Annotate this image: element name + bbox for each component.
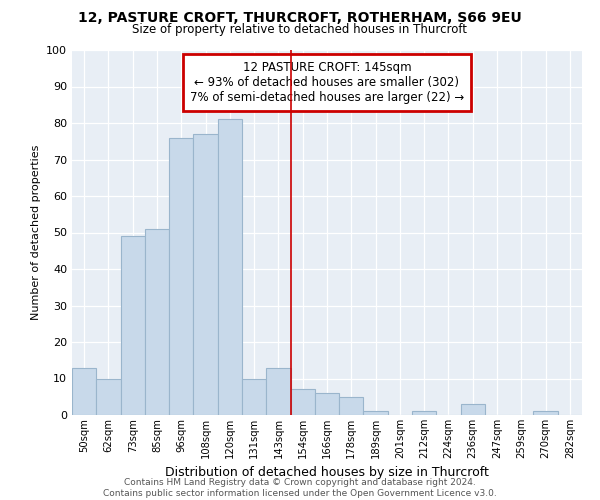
Bar: [121, 236, 145, 415]
Bar: [242, 378, 266, 415]
Text: Contains HM Land Registry data © Crown copyright and database right 2024.
Contai: Contains HM Land Registry data © Crown c…: [103, 478, 497, 498]
Bar: [315, 393, 339, 415]
Y-axis label: Number of detached properties: Number of detached properties: [31, 145, 41, 320]
Bar: [412, 412, 436, 415]
Bar: [290, 390, 315, 415]
Text: 12 PASTURE CROFT: 145sqm
← 93% of detached houses are smaller (302)
7% of semi-d: 12 PASTURE CROFT: 145sqm ← 93% of detach…: [190, 61, 464, 104]
Text: Size of property relative to detached houses in Thurcroft: Size of property relative to detached ho…: [133, 22, 467, 36]
X-axis label: Distribution of detached houses by size in Thurcroft: Distribution of detached houses by size …: [165, 466, 489, 479]
Bar: [169, 138, 193, 415]
Bar: [364, 412, 388, 415]
Bar: [193, 134, 218, 415]
Bar: [339, 397, 364, 415]
Bar: [145, 229, 169, 415]
Bar: [533, 412, 558, 415]
Bar: [218, 120, 242, 415]
Bar: [461, 404, 485, 415]
Bar: [72, 368, 96, 415]
Bar: [96, 378, 121, 415]
Bar: [266, 368, 290, 415]
Text: 12, PASTURE CROFT, THURCROFT, ROTHERHAM, S66 9EU: 12, PASTURE CROFT, THURCROFT, ROTHERHAM,…: [78, 11, 522, 25]
